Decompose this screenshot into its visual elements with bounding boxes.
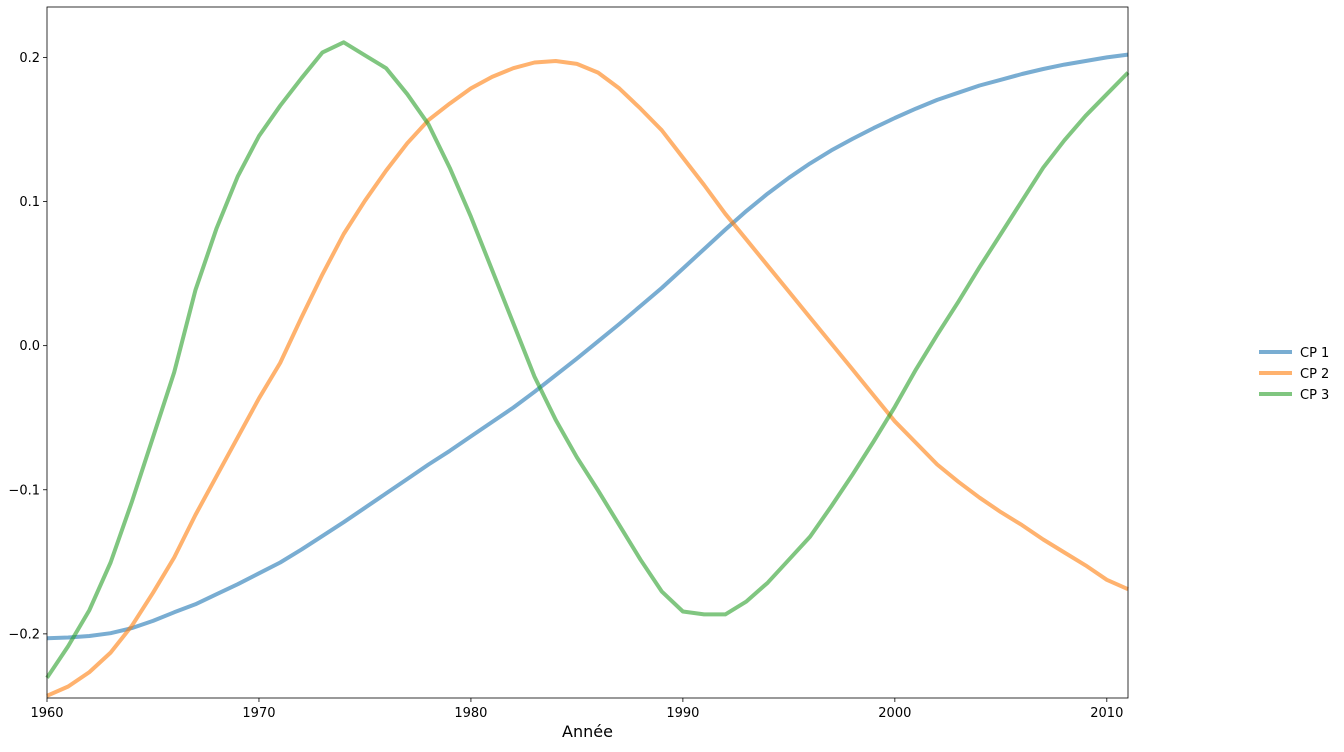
x-tick-label: 1980 xyxy=(454,706,487,721)
x-axis: 1960 1970 1980 1990 2000 2010 xyxy=(30,698,1123,721)
y-tick-label: 0.2 xyxy=(19,51,40,66)
y-tick-label: 0.0 xyxy=(19,339,40,354)
x-tick-label: 1970 xyxy=(242,706,275,721)
series-line-2 xyxy=(46,59,1129,698)
lines-layer xyxy=(45,40,1130,698)
x-tick-label: 1990 xyxy=(666,706,699,721)
plot-frame xyxy=(46,6,1129,699)
series-line-1 xyxy=(46,52,1129,641)
y-axis: −0.2 −0.1 0.0 0.1 0.2 xyxy=(8,51,47,642)
y-tick-label: −0.2 xyxy=(8,627,40,642)
legend: CP 1 CP 2 CP 3 xyxy=(1259,346,1329,403)
x-tick-label: 2000 xyxy=(878,706,911,721)
series-line-3 xyxy=(45,40,1130,679)
x-tick-label: 2010 xyxy=(1090,706,1123,721)
x-axis-title: Année xyxy=(562,722,613,741)
legend-label: CP 3 xyxy=(1300,388,1329,403)
x-tick-label: 1960 xyxy=(30,706,63,721)
y-tick-label: 0.1 xyxy=(19,195,40,210)
legend-label: CP 1 xyxy=(1300,346,1329,361)
y-tick-label: −0.1 xyxy=(8,483,40,498)
legend-label: CP 2 xyxy=(1300,367,1329,382)
